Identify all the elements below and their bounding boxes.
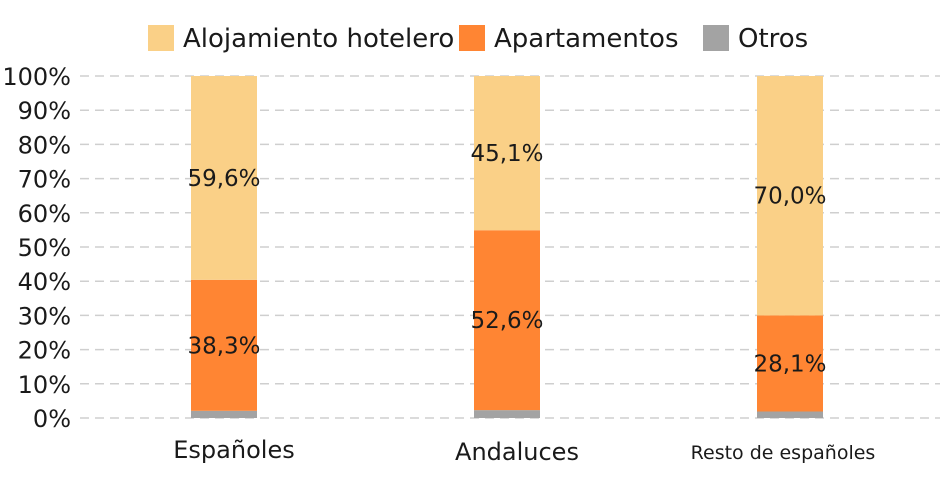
x-category-label: Andaluces bbox=[455, 438, 579, 466]
bar-segment-apartamentos bbox=[191, 279, 257, 411]
y-tick-label: 80% bbox=[18, 131, 71, 159]
legend-label-apartamentos: Apartamentos bbox=[494, 24, 679, 54]
legend-label-alojamiento-hotelero: Alojamiento hotelero bbox=[183, 24, 454, 54]
legend-swatch-alojamiento-hotelero bbox=[148, 25, 174, 51]
y-tick-label: 70% bbox=[18, 166, 71, 194]
data-label-apartamentos: 28,1% bbox=[753, 351, 826, 377]
bars bbox=[191, 76, 823, 418]
x-axis: Españoles Andaluces Resto de españoles bbox=[173, 436, 875, 466]
legend-swatch-apartamentos bbox=[459, 25, 485, 51]
y-tick-label: 100% bbox=[2, 63, 71, 91]
y-tick-label: 10% bbox=[18, 371, 71, 399]
data-label-alojamiento-hotelero: 59,6% bbox=[187, 166, 260, 192]
data-label-alojamiento-hotelero: 70,0% bbox=[753, 184, 826, 210]
bar-segment-otros bbox=[757, 411, 823, 418]
x-category-label: Españoles bbox=[173, 436, 294, 464]
y-tick-label: 90% bbox=[18, 97, 71, 125]
y-tick-label: 0% bbox=[33, 405, 71, 433]
legend: Alojamiento hotelero Apartamentos Otros bbox=[148, 24, 808, 54]
bar-segment-otros bbox=[474, 410, 540, 418]
y-tick-label: 60% bbox=[18, 200, 71, 228]
data-labels: 38,3% 59,6% 52,6% 45,1% 28,1% 70,0% bbox=[187, 141, 826, 377]
data-label-apartamentos: 52,6% bbox=[470, 308, 543, 334]
legend-label-otros: Otros bbox=[738, 24, 808, 54]
x-category-label: Resto de españoles bbox=[691, 442, 876, 464]
legend-swatch-otros bbox=[703, 25, 729, 51]
y-tick-label: 50% bbox=[18, 234, 71, 262]
y-axis: 0% 10% 20% 30% 40% 50% 60% 70% 80% 90% 100% bbox=[2, 63, 71, 433]
bar-segment-alojamiento-hotelero bbox=[191, 76, 257, 280]
bar-segment-alojamiento-hotelero bbox=[474, 76, 540, 231]
y-tick-label: 30% bbox=[18, 302, 71, 330]
y-tick-label: 20% bbox=[18, 337, 71, 365]
data-label-alojamiento-hotelero: 45,1% bbox=[470, 141, 543, 167]
bar-segment-apartamentos bbox=[757, 315, 823, 412]
bar-segment-apartamentos bbox=[474, 230, 540, 411]
data-label-apartamentos: 38,3% bbox=[187, 333, 260, 359]
y-tick-label: 40% bbox=[18, 268, 71, 296]
bar-segment-otros bbox=[191, 410, 257, 418]
bar-segment-alojamiento-hotelero bbox=[757, 76, 823, 316]
